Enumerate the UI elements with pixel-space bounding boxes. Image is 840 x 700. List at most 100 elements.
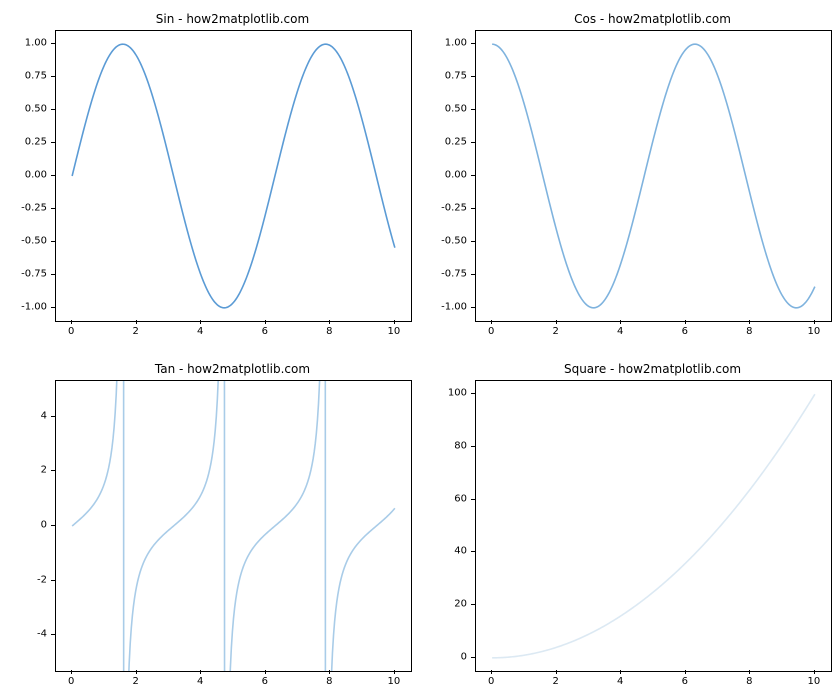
curve-sin bbox=[56, 31, 411, 321]
x-tick-label: 4 bbox=[617, 326, 623, 337]
x-tick-label: 4 bbox=[197, 326, 203, 337]
x-tick-label: 2 bbox=[552, 326, 558, 337]
y-tick bbox=[471, 241, 475, 242]
y-tick bbox=[51, 208, 55, 209]
y-tick-label: 0 bbox=[461, 651, 467, 662]
curve-square bbox=[476, 381, 831, 671]
x-tick-label: 4 bbox=[617, 676, 623, 687]
x-tick bbox=[265, 670, 266, 674]
x-tick bbox=[749, 670, 750, 674]
y-tick-label: 0.75 bbox=[445, 71, 467, 82]
x-tick-label: 8 bbox=[746, 676, 752, 687]
x-tick bbox=[556, 670, 557, 674]
x-tick-label: 10 bbox=[807, 326, 820, 337]
y-tick bbox=[51, 175, 55, 176]
x-tick-label: 8 bbox=[326, 676, 332, 687]
plot-area bbox=[55, 380, 412, 672]
x-tick bbox=[136, 670, 137, 674]
subplot-title: Sin - how2matplotlib.com bbox=[55, 12, 410, 26]
subplot-title: Tan - how2matplotlib.com bbox=[55, 362, 410, 376]
y-tick-label: -1.00 bbox=[441, 301, 467, 312]
y-tick-label: -0.25 bbox=[441, 202, 467, 213]
subplot-title: Square - how2matplotlib.com bbox=[475, 362, 830, 376]
subplot-2: Tan - how2matplotlib.com0246810-4-2024 bbox=[0, 350, 420, 700]
y-tick bbox=[471, 551, 475, 552]
y-tick-label: -4 bbox=[37, 629, 47, 640]
x-tick bbox=[491, 320, 492, 324]
y-tick bbox=[471, 604, 475, 605]
y-tick bbox=[471, 393, 475, 394]
x-tick bbox=[200, 320, 201, 324]
y-tick bbox=[471, 175, 475, 176]
y-tick bbox=[471, 446, 475, 447]
y-tick-label: 2 bbox=[41, 465, 47, 476]
x-tick bbox=[394, 670, 395, 674]
y-tick-label: -0.75 bbox=[21, 268, 47, 279]
y-tick-label: -0.50 bbox=[21, 235, 47, 246]
x-tick bbox=[71, 320, 72, 324]
y-tick bbox=[51, 241, 55, 242]
y-tick-label: 40 bbox=[454, 546, 467, 557]
y-tick bbox=[51, 43, 55, 44]
x-tick-label: 10 bbox=[387, 676, 400, 687]
y-tick bbox=[51, 76, 55, 77]
y-tick-label: 0.75 bbox=[25, 71, 47, 82]
y-tick-label: 0 bbox=[41, 520, 47, 531]
x-tick bbox=[814, 670, 815, 674]
y-tick-label: 0.50 bbox=[445, 104, 467, 115]
y-tick bbox=[51, 470, 55, 471]
x-tick bbox=[329, 320, 330, 324]
y-tick bbox=[471, 307, 475, 308]
x-tick-label: 8 bbox=[746, 326, 752, 337]
y-tick bbox=[51, 142, 55, 143]
plot-area bbox=[475, 380, 832, 672]
y-tick-label: 60 bbox=[454, 493, 467, 504]
x-tick bbox=[685, 670, 686, 674]
y-tick-label: -0.75 bbox=[441, 268, 467, 279]
y-tick bbox=[471, 76, 475, 77]
y-tick bbox=[471, 499, 475, 500]
y-tick bbox=[51, 416, 55, 417]
x-tick bbox=[265, 320, 266, 324]
x-tick bbox=[814, 320, 815, 324]
x-tick bbox=[136, 320, 137, 324]
x-tick-label: 2 bbox=[552, 676, 558, 687]
y-tick-label: 0.25 bbox=[25, 137, 47, 148]
x-tick bbox=[71, 670, 72, 674]
x-tick bbox=[620, 320, 621, 324]
y-tick-label: -1.00 bbox=[21, 301, 47, 312]
y-tick-label: 1.00 bbox=[25, 38, 47, 49]
y-tick-label: -0.50 bbox=[441, 235, 467, 246]
x-tick-label: 0 bbox=[488, 676, 494, 687]
x-tick bbox=[394, 320, 395, 324]
y-tick-label: 80 bbox=[454, 440, 467, 451]
series-line bbox=[72, 44, 395, 308]
y-tick bbox=[51, 580, 55, 581]
x-tick bbox=[556, 320, 557, 324]
y-tick-label: 0.25 bbox=[445, 137, 467, 148]
x-tick bbox=[200, 670, 201, 674]
series-line bbox=[72, 380, 395, 672]
x-tick bbox=[749, 320, 750, 324]
x-tick-label: 6 bbox=[682, 326, 688, 337]
x-tick-label: 2 bbox=[132, 326, 138, 337]
plot-area bbox=[55, 30, 412, 322]
y-tick bbox=[51, 109, 55, 110]
x-tick-label: 8 bbox=[326, 326, 332, 337]
y-tick bbox=[51, 307, 55, 308]
x-tick-label: 4 bbox=[197, 676, 203, 687]
x-tick-label: 10 bbox=[807, 676, 820, 687]
subplot-3: Square - how2matplotlib.com0246810020406… bbox=[420, 350, 840, 700]
x-tick bbox=[685, 320, 686, 324]
curve-cos bbox=[476, 31, 831, 321]
y-tick-label: 0.00 bbox=[25, 170, 47, 181]
series-line bbox=[492, 44, 815, 308]
y-tick-label: 1.00 bbox=[445, 38, 467, 49]
y-tick-label: 100 bbox=[448, 388, 467, 399]
subplot-0: Sin - how2matplotlib.com0246810-1.00-0.7… bbox=[0, 0, 420, 350]
x-tick bbox=[329, 670, 330, 674]
x-tick-label: 10 bbox=[387, 326, 400, 337]
y-tick-label: 0.00 bbox=[445, 170, 467, 181]
y-tick bbox=[51, 634, 55, 635]
plot-area bbox=[475, 30, 832, 322]
